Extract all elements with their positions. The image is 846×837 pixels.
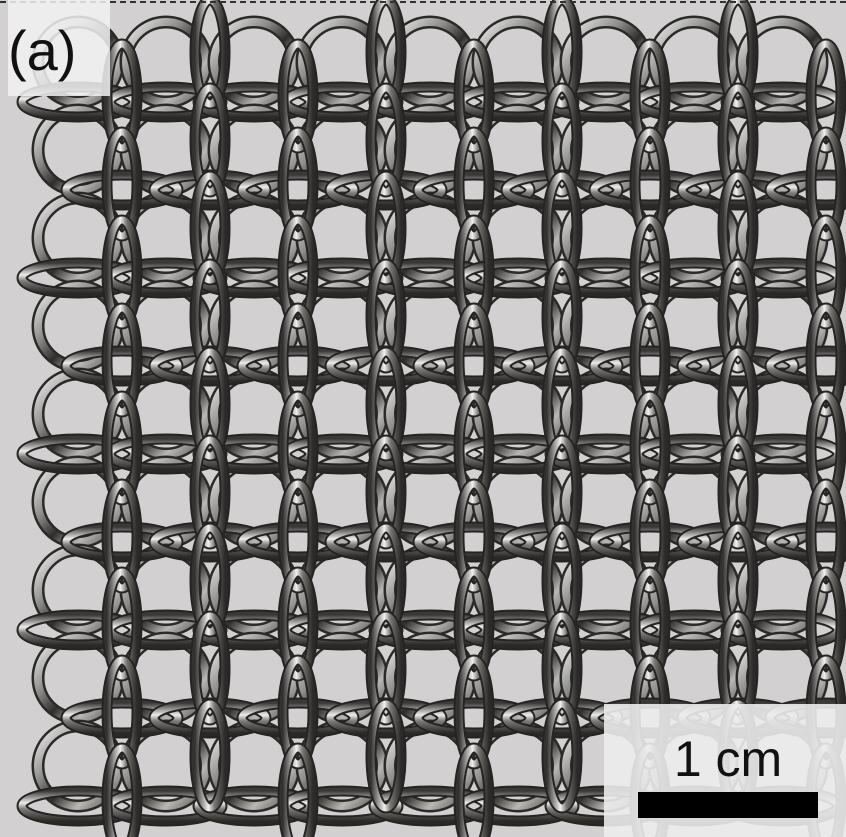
- page: {"label": "(a)", "scale_bar": "1 cm"} (a…: [0, 0, 846, 837]
- scale-text: 1 cm: [674, 731, 782, 787]
- panel-label: (a): [8, 19, 76, 82]
- photo: (a) 1 cm: [0, 0, 846, 837]
- scale-bar: [638, 792, 818, 818]
